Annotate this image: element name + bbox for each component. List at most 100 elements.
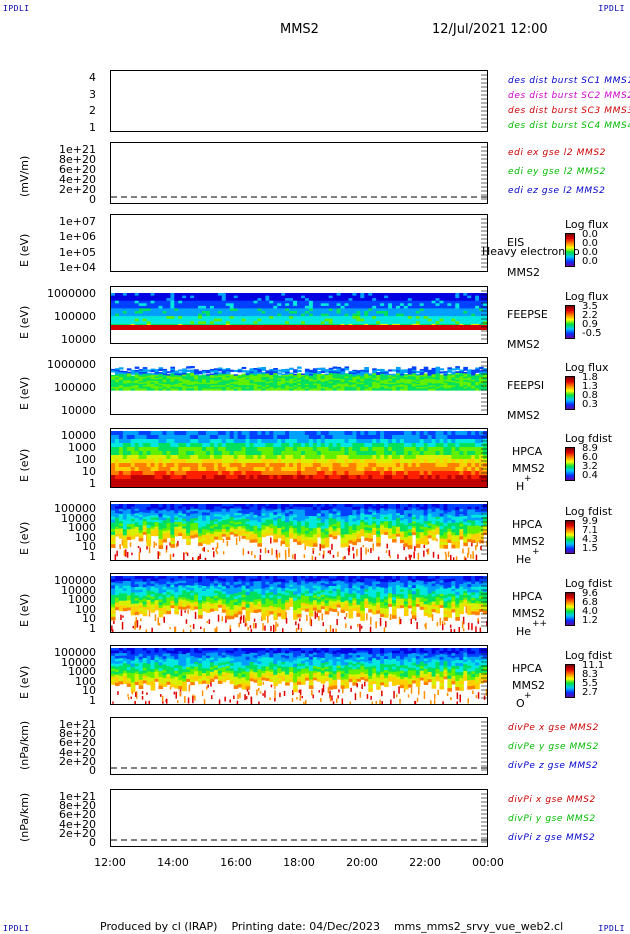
spectrogram-cell	[126, 381, 132, 384]
spectrogram-cell	[249, 378, 255, 381]
spectrogram-cell	[245, 524, 251, 528]
spectrogram-cell	[344, 376, 350, 379]
spectrogram-cell	[455, 367, 460, 371]
spectrogram-cell	[352, 475, 357, 480]
spectrogram-cell	[365, 547, 367, 555]
spectrogram-cell	[261, 532, 266, 535]
spectrogram-cell	[479, 443, 484, 448]
spectrogram-cell	[178, 467, 183, 472]
spectrogram-cell	[328, 467, 334, 472]
spectrogram-cell	[265, 447, 270, 452]
spectrogram-cell	[233, 431, 239, 436]
spectrogram-cell	[111, 510, 116, 514]
spectrogram-cell	[170, 386, 175, 389]
spectrogram-cell	[439, 467, 445, 472]
spectrogram-cell	[427, 451, 433, 456]
spectrogram-cell	[364, 439, 369, 444]
spectrogram-cell	[245, 298, 251, 302]
spectrogram-cell	[427, 385, 433, 388]
spectrogram-cell	[376, 455, 381, 460]
spectrogram-cell	[249, 536, 255, 541]
spectrogram-cell	[202, 459, 207, 464]
spectrogram-cell	[427, 435, 433, 440]
spectrogram-cell	[277, 376, 282, 379]
spectrogram-cell	[316, 295, 322, 299]
spectrogram-cell	[115, 386, 120, 390]
spectrogram-cell	[419, 298, 425, 302]
spectrogram-cell	[316, 371, 322, 374]
spectrogram-cell	[178, 293, 183, 297]
spectrogram-cell	[213, 534, 219, 538]
spectrogram-cell	[138, 311, 144, 315]
spectrogram-cell	[297, 529, 302, 534]
spectrogram-cell	[451, 293, 456, 297]
spectrogram-cell	[304, 467, 310, 472]
spectrogram-cell	[463, 371, 468, 375]
spectrogram-cell	[301, 506, 306, 511]
spectrogram-cell	[174, 483, 179, 487]
spectrogram-cell	[455, 459, 460, 464]
spectrogram-cell	[459, 479, 464, 484]
spectrogram-cell	[261, 385, 266, 388]
spectrogram-cell	[237, 483, 243, 487]
spectrogram-cell	[332, 447, 338, 452]
spectrogram-cell	[289, 530, 294, 534]
spectrogram-cell	[320, 455, 326, 460]
spectrogram-cell	[253, 377, 259, 380]
spectrogram-cell	[206, 538, 211, 542]
spectrogram-cell	[479, 435, 484, 440]
spectrogram-cell	[360, 431, 365, 436]
spectrogram-cell	[467, 475, 472, 480]
spectrogram-cell	[308, 513, 314, 517]
spectrogram-cell	[463, 435, 468, 440]
spectrogram-cell	[304, 451, 310, 456]
spectrogram-cell	[324, 528, 330, 533]
spectrogram-cell	[285, 298, 290, 302]
spectrogram-cell	[198, 515, 203, 520]
spectrogram-cell	[233, 318, 239, 322]
spectrogram-cell	[194, 515, 199, 519]
spectrogram-cell	[146, 510, 152, 514]
spectrogram-cell	[194, 369, 199, 372]
spectrogram-cell	[209, 318, 215, 322]
spectrogram-cell	[301, 308, 306, 312]
spectrogram-cell	[447, 483, 452, 487]
spectrogram-cell	[111, 541, 116, 545]
spectrogram-cell	[251, 551, 253, 556]
spectrogram-cell	[304, 530, 310, 535]
spectrogram-cell	[174, 381, 179, 384]
spectrogram-cell	[467, 479, 472, 484]
spectrogram-cell	[336, 435, 342, 440]
spectrogram-cell	[229, 510, 235, 514]
spectrogram-cell	[166, 447, 171, 452]
spectrogram-cell	[202, 515, 207, 519]
spectrogram-cell	[372, 318, 377, 322]
spectrogram-cell	[257, 378, 262, 381]
spectrogram-cell	[312, 381, 318, 384]
spectrogram-cell	[190, 525, 195, 529]
spectrogram-cell	[320, 471, 326, 476]
spectrogram-cell	[431, 318, 437, 322]
spectrogram-cell	[324, 311, 330, 315]
spectrogram-cell	[451, 379, 456, 382]
spectrogram-cell	[364, 383, 369, 386]
spectrogram-cell	[269, 308, 274, 312]
spectrogram-cell	[451, 377, 456, 380]
spectrogram-cell	[451, 431, 456, 436]
spectrogram-cell	[396, 431, 401, 436]
spectrogram-cell	[206, 385, 211, 388]
spectrogram-cell	[182, 435, 187, 440]
spectrogram-cell	[182, 318, 187, 322]
spectrogram-cell	[328, 386, 334, 389]
spectrogram-cell	[182, 316, 187, 320]
spectrogram-cell	[304, 380, 310, 383]
spectrogram-cell	[229, 385, 235, 388]
spectrogram-cell	[213, 313, 219, 317]
spectrogram-cell	[245, 318, 251, 322]
spectrogram-cell	[198, 530, 203, 535]
spectrogram-cell	[443, 376, 449, 379]
spectrogram-cell	[439, 447, 445, 452]
spectrogram-cell	[158, 519, 164, 524]
spectrogram-cell	[324, 305, 330, 310]
spectrogram-cell	[297, 435, 302, 440]
